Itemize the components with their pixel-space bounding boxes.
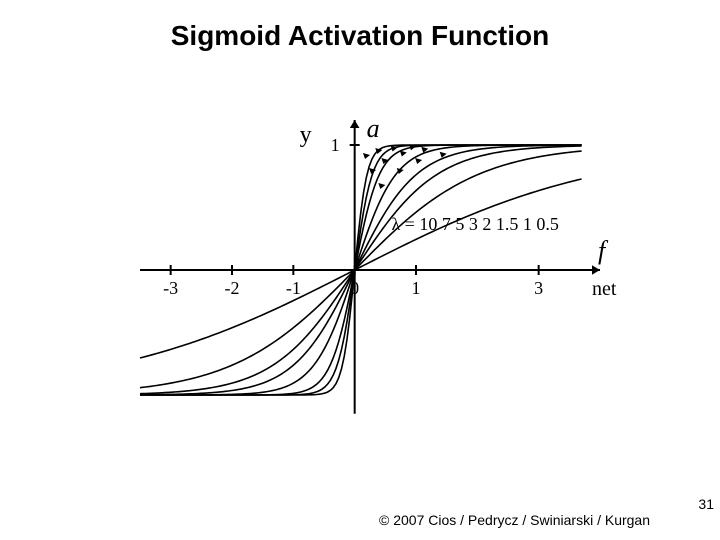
x-axis-label-f: f — [598, 236, 605, 266]
y-tick-label: 1 — [331, 135, 340, 156]
x-tick-label: 1 — [406, 278, 426, 299]
lambda-values-label: λ = 10 7 5 3 2 1.5 1 0.5 — [391, 214, 558, 235]
page-number: 31 — [698, 496, 714, 512]
x-tick-label: -2 — [222, 278, 242, 299]
x-axis-label-net: net — [592, 278, 616, 301]
x-tick-label: -3 — [161, 278, 181, 299]
copyright-text: © 2007 Cios / Pedrycz / Swiniarski / Kur… — [379, 512, 650, 528]
y-axis-label-a: a — [367, 114, 380, 144]
y-axis-label-y: y — [300, 122, 312, 149]
x-tick-label: 0 — [345, 278, 365, 299]
chart-svg — [140, 120, 600, 420]
x-tick-label: -1 — [283, 278, 303, 299]
page-title: Sigmoid Activation Function — [0, 20, 720, 52]
sigmoid-chart: y a f net λ = 10 7 5 3 2 1.5 1 0.5 -3-2-… — [140, 120, 600, 420]
x-tick-label: 3 — [529, 278, 549, 299]
